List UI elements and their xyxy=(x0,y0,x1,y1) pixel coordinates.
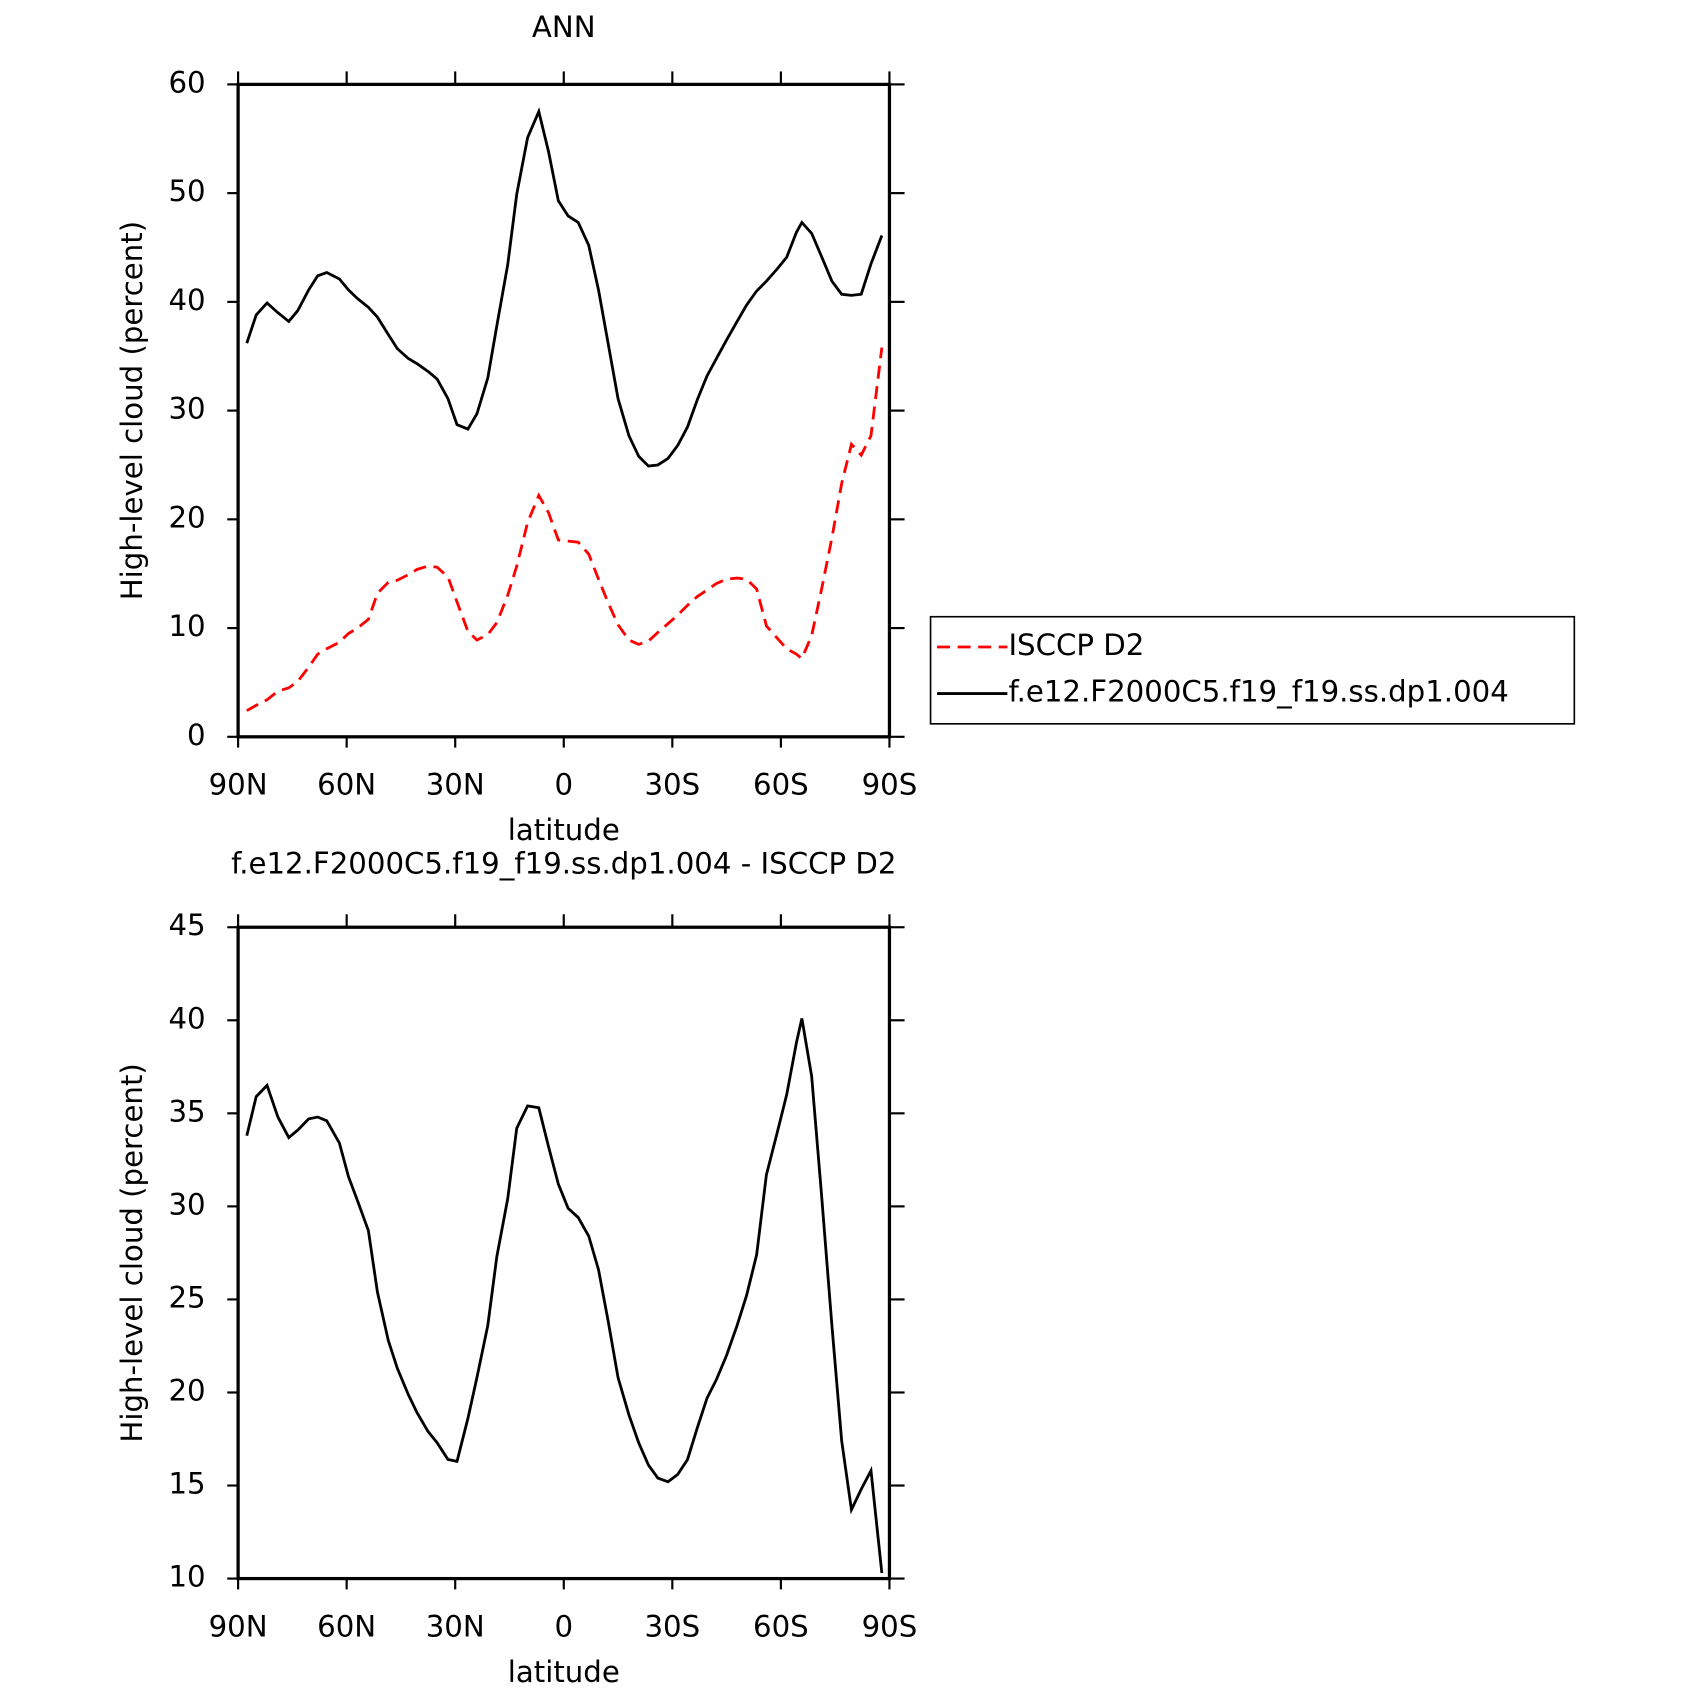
x-axis-label: latitude xyxy=(508,1655,620,1689)
y-tick-label: 30 xyxy=(168,1187,205,1221)
x-tick-label: 90S xyxy=(862,768,918,802)
y-tick-label: 10 xyxy=(168,1560,205,1594)
y-tick-label: 15 xyxy=(168,1467,205,1501)
chart-title: ANN xyxy=(532,10,596,44)
y-tick-label: 20 xyxy=(168,1373,205,1407)
y-tick-label: 0 xyxy=(187,718,206,752)
y-tick-label: 30 xyxy=(168,392,205,426)
y-tick-label: 25 xyxy=(168,1280,205,1314)
y-tick-label: 50 xyxy=(168,174,205,208)
x-tick-label: 90N xyxy=(209,1609,268,1643)
x-tick-label: 60N xyxy=(317,1609,376,1643)
y-tick-label: 35 xyxy=(168,1094,205,1128)
y-tick-label: 45 xyxy=(168,908,205,942)
x-tick-label: 90S xyxy=(862,1609,918,1643)
x-tick-label: 30S xyxy=(644,1609,700,1643)
x-tick-label: 60S xyxy=(753,1609,809,1643)
y-tick-label: 40 xyxy=(168,1001,205,1035)
x-tick-label: 60N xyxy=(317,768,376,802)
chart-title: f.e12.F2000C5.f19_f19.ss.dp1.004 - ISCCP… xyxy=(231,847,896,881)
y-tick-label: 60 xyxy=(168,65,205,99)
y-tick-label: 20 xyxy=(168,500,205,534)
x-tick-label: 30S xyxy=(644,768,700,802)
legend-label: ISCCP D2 xyxy=(1008,628,1144,662)
x-tick-label: 90N xyxy=(209,768,268,802)
data-line xyxy=(245,107,884,468)
data-line xyxy=(246,347,884,712)
x-tick-label: 30N xyxy=(426,1609,485,1643)
x-axis-label: latitude xyxy=(508,813,620,847)
legend-box xyxy=(929,615,1576,725)
plot-frame xyxy=(236,82,892,739)
x-tick-label: 60S xyxy=(753,768,809,802)
legend-label: f.e12.F2000C5.f19_f19.ss.dp1.004 xyxy=(1008,675,1508,709)
x-tick-label: 30N xyxy=(426,768,485,802)
y-axis-label: High-level cloud (percent) xyxy=(115,221,149,600)
x-tick-label: 0 xyxy=(554,1609,573,1643)
plot-frame xyxy=(236,925,892,1581)
data-line xyxy=(245,1018,884,1574)
y-axis-label: High-level cloud (percent) xyxy=(115,1063,149,1442)
y-tick-label: 10 xyxy=(168,609,205,643)
x-tick-label: 0 xyxy=(554,768,573,802)
y-tick-label: 40 xyxy=(168,283,205,317)
